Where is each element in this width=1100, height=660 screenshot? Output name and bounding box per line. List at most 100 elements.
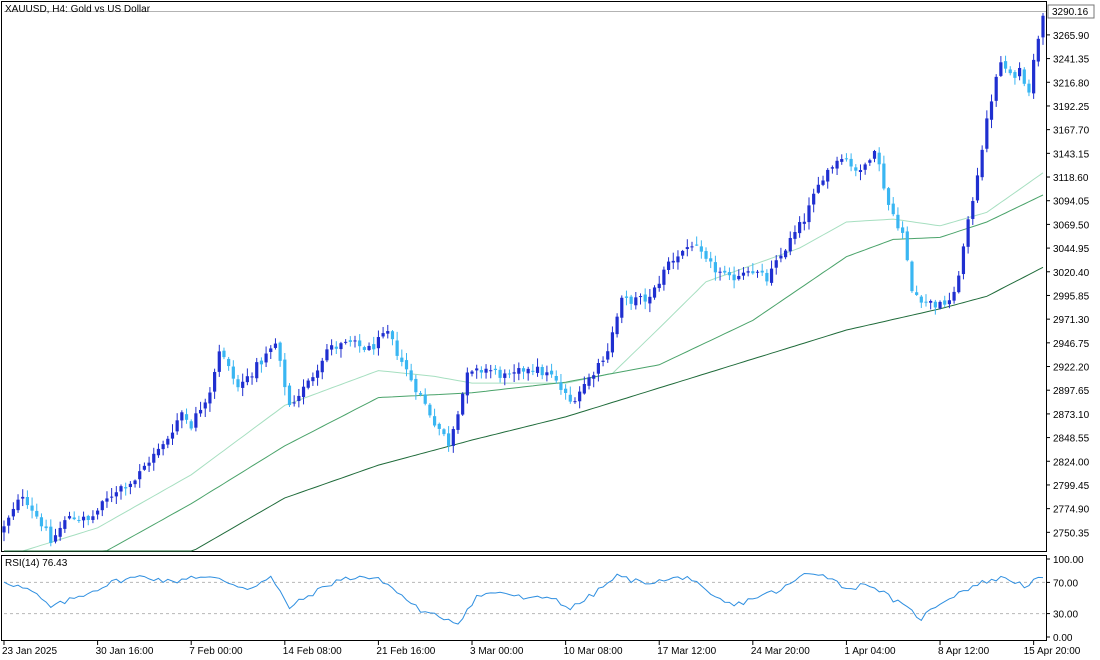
- candle: [971, 197, 975, 225]
- price-panel-frame: [1, 1, 1047, 552]
- price-tick-label: 3192.25: [1053, 102, 1090, 113]
- rsi-tick-label: 70.00: [1053, 578, 1078, 589]
- candle: [437, 422, 441, 436]
- candle: [877, 147, 881, 172]
- candle: [676, 250, 680, 270]
- candle: [86, 514, 90, 526]
- candle: [152, 447, 156, 471]
- candle: [194, 406, 198, 432]
- candle: [709, 251, 713, 269]
- candle: [760, 263, 764, 276]
- candle: [133, 479, 137, 488]
- price-tick-label: 2995.85: [1053, 291, 1090, 302]
- candle: [1036, 35, 1040, 67]
- candle: [432, 408, 437, 428]
- price-tick-label: 2750.35: [1053, 528, 1090, 539]
- candle: [259, 357, 264, 373]
- candle: [629, 294, 633, 310]
- candle: [11, 502, 15, 520]
- price-tick-label: 3069.50: [1053, 220, 1090, 231]
- candle: [367, 342, 371, 351]
- time-tick-label: 10 Mar 08:00: [564, 646, 623, 657]
- candle: [807, 197, 811, 230]
- candle: [933, 299, 937, 315]
- candle: [25, 490, 30, 509]
- price-tick-label: 3167.70: [1053, 126, 1090, 137]
- candle: [886, 186, 891, 211]
- candle: [138, 464, 142, 488]
- candle: [7, 515, 11, 534]
- candlestick-series: [2, 13, 1045, 547]
- candle: [315, 364, 320, 386]
- candle: [985, 110, 989, 153]
- candle: [952, 286, 956, 304]
- candle: [592, 371, 596, 388]
- candle: [353, 335, 357, 348]
- candle: [372, 336, 376, 355]
- candle: [685, 239, 689, 257]
- candle: [830, 165, 834, 174]
- price-tick-label: 3118.60: [1053, 173, 1089, 184]
- candle: [634, 291, 638, 310]
- price-tick-label: 2824.00: [1053, 457, 1090, 468]
- candle: [166, 435, 170, 449]
- price-tick-label: 3094.05: [1053, 197, 1090, 208]
- candle: [549, 363, 554, 378]
- candle: [1013, 70, 1017, 85]
- price-tick-label: 3265.90: [1053, 31, 1090, 42]
- candle: [947, 292, 951, 309]
- rsi-line: [3, 572, 1044, 625]
- candle: [526, 366, 530, 381]
- candle: [835, 156, 839, 175]
- candle: [470, 370, 474, 377]
- candle: [517, 362, 521, 381]
- candle: [840, 154, 844, 165]
- candle: [812, 188, 816, 213]
- time-tick-label: 1 Apr 04:00: [844, 646, 896, 657]
- time-tick-label: 8 Apr 12:00: [938, 646, 990, 657]
- candle: [227, 356, 231, 371]
- candle: [821, 175, 825, 187]
- candle: [49, 519, 53, 547]
- candle: [269, 345, 273, 360]
- candle: [507, 369, 512, 379]
- candle: [643, 288, 647, 310]
- candle: [531, 364, 535, 376]
- candle: [746, 266, 750, 277]
- candle: [512, 364, 516, 383]
- price-tick-label: 2873.10: [1053, 410, 1090, 421]
- candle: [802, 213, 806, 231]
- candle: [489, 364, 493, 379]
- time-tick-label: 17 Mar 12:00: [657, 646, 716, 657]
- candle: [208, 387, 212, 412]
- candle: [35, 503, 39, 519]
- candle: [648, 288, 652, 313]
- candle: [381, 326, 385, 339]
- candle: [652, 285, 657, 300]
- candle: [858, 164, 863, 181]
- candle: [400, 349, 404, 367]
- candle: [142, 462, 147, 471]
- candle: [521, 366, 526, 380]
- candle: [170, 424, 175, 445]
- candle: [961, 243, 966, 280]
- candle: [779, 247, 783, 263]
- time-tick-label: 21 Feb 16:00: [376, 646, 435, 657]
- candle: [30, 497, 34, 519]
- candle: [461, 392, 465, 416]
- candle: [110, 488, 114, 503]
- candle: [587, 373, 591, 390]
- candle: [896, 207, 900, 231]
- price-plot-area: [2, 13, 1045, 552]
- price-tick-label: 3143.15: [1053, 149, 1090, 160]
- candle: [638, 293, 643, 305]
- candle: [559, 373, 563, 395]
- candle: [213, 368, 217, 399]
- candle: [980, 145, 984, 181]
- candle: [175, 413, 179, 435]
- candle: [1022, 67, 1026, 87]
- candle: [325, 343, 329, 363]
- candle: [198, 401, 203, 417]
- candle: [100, 500, 104, 517]
- candle: [751, 263, 755, 275]
